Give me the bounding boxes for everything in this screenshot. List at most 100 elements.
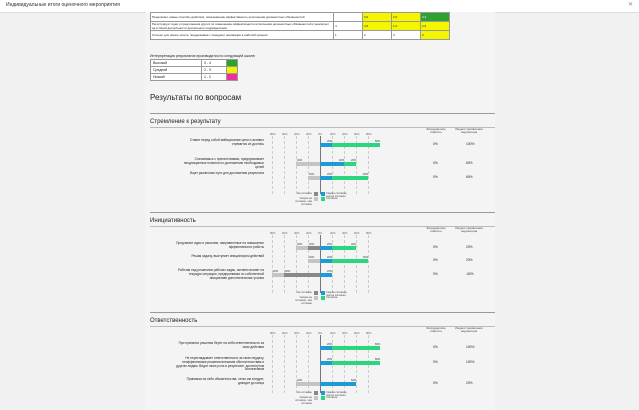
- legend-swatch-green: [321, 296, 325, 300]
- bar-label: 20%: [327, 256, 333, 259]
- bar-blue: [320, 346, 332, 350]
- axis-tick-label: 0%: [318, 231, 323, 235]
- legend-label: Скорее согласен, чем не согласен: [326, 191, 348, 198]
- section-underline: [150, 226, 495, 227]
- index-value: 100%: [466, 360, 475, 364]
- scale-color: [226, 66, 238, 74]
- bar-label: 40%: [297, 159, 303, 162]
- axis-tick-label: 60%: [282, 231, 288, 235]
- bar-green: [332, 346, 380, 350]
- grid-line: [284, 136, 285, 194]
- legend-label: Скорее согласен, чем не согласен: [326, 390, 348, 397]
- bar-blue: [320, 259, 332, 263]
- axis-tick-label: 20%: [330, 132, 336, 136]
- grid-line: [356, 235, 357, 293]
- grid-line: [272, 335, 273, 393]
- bar-label: 20%: [297, 243, 303, 246]
- bar-label: 80%: [375, 343, 381, 346]
- indicator-score: 3: [391, 30, 421, 40]
- bar-green: [332, 361, 380, 365]
- bar-label: 40%: [351, 243, 357, 246]
- indicator-score: 1: [333, 30, 363, 40]
- col-header-difficulty: Затруднились ответить: [426, 226, 446, 234]
- legend-label: Согласен: [326, 295, 338, 299]
- axis-tick-label: 40%: [294, 331, 300, 335]
- difficulty-value: 0%: [433, 381, 438, 385]
- axis-tick-label: 40%: [342, 331, 348, 335]
- bar-label: 40%: [297, 379, 303, 382]
- grid-line: [344, 235, 345, 293]
- legend-swatch-gray: [314, 192, 318, 196]
- axis-tick-label: 20%: [330, 331, 336, 335]
- index-value: 100%: [466, 142, 475, 146]
- grid-line: [296, 335, 297, 393]
- grid-line: [272, 136, 273, 194]
- indicator-text: Отошел для своего опыта, поддерживает / …: [150, 30, 334, 40]
- close-icon[interactable]: ✕: [628, 2, 634, 8]
- axis-tick-label: 60%: [282, 132, 288, 136]
- axis-tick-label: 20%: [306, 331, 312, 335]
- indicator-score: 4: [333, 21, 363, 31]
- scale-label: Низкий: [150, 73, 202, 81]
- indicator-score: 2: [362, 30, 392, 40]
- difficulty-value: 0%: [433, 345, 438, 349]
- legend-swatch-green: [321, 197, 325, 201]
- difficulty-value: 0%: [433, 245, 438, 249]
- bar-lightgray: [296, 246, 308, 250]
- legend-label: Согласен: [326, 395, 338, 399]
- indicator-text: Предлагает новые способы действия, повыш…: [150, 12, 334, 22]
- grid-line: [356, 136, 357, 194]
- legend-swatch-lightgray: [314, 396, 318, 400]
- section-underline: [150, 127, 495, 128]
- axis-tick-label: 80%: [366, 132, 372, 136]
- bar-label: 80%: [375, 140, 381, 143]
- legend-swatch-blue: [321, 192, 325, 196]
- scale-range: 2 - 3: [201, 66, 227, 74]
- bar-label: 60%: [351, 379, 357, 382]
- scale-color: [226, 59, 238, 67]
- scale-label: Высокий: [150, 59, 202, 67]
- axis-tick-label: 60%: [354, 331, 360, 335]
- bar-label: 20%: [327, 173, 333, 176]
- index-value: 20%: [466, 245, 473, 249]
- scale-caption: Интерпретация результатов производится п…: [150, 54, 256, 58]
- bar-label: 60%: [285, 270, 291, 273]
- bar-label: 40%: [339, 159, 345, 162]
- bar-blue: [320, 176, 332, 180]
- legend-label: Скорее не согласен, чем согласен: [295, 295, 312, 305]
- bar-label: 60%: [363, 173, 369, 176]
- bar-blue: [320, 361, 332, 365]
- index-value: 60%: [466, 175, 473, 179]
- bar-label: 20%: [327, 343, 333, 346]
- axis-tick-label: 40%: [294, 231, 300, 235]
- bar-label: 60%: [363, 256, 369, 259]
- bar-label: 80%: [375, 358, 381, 361]
- index-value: 20%: [466, 381, 473, 385]
- bar-blue: [320, 246, 332, 250]
- scale-range: 3 - 4: [201, 59, 227, 67]
- question-text: Не перекладывает ответственность за свою…: [176, 356, 264, 372]
- axis-tick-label: 60%: [354, 231, 360, 235]
- indicator-score: 2,5: [420, 21, 450, 31]
- difficulty-value: 0%: [433, 360, 438, 364]
- legend-swatch-lightgray: [314, 197, 318, 201]
- legend-swatch-blue: [321, 291, 325, 295]
- indicator-score: [333, 12, 363, 22]
- bar-blue: [320, 382, 356, 386]
- question-text: Ставит перед собой амбициозные цели и ак…: [189, 138, 264, 146]
- indicator-score: 3,2: [420, 12, 450, 22]
- axis-tick-label: 20%: [306, 231, 312, 235]
- bar-label: 20%: [327, 358, 333, 361]
- bar-lightgray: [296, 162, 320, 166]
- bar-label: 20%: [273, 270, 279, 273]
- col-header-index: Индекс проявления индикатора: [455, 127, 483, 135]
- grid-line: [308, 235, 309, 293]
- axis-tick-label: 40%: [342, 231, 348, 235]
- question-text: Принимая на себя обязательства, четко им…: [186, 377, 264, 385]
- bar-green: [344, 162, 356, 166]
- bar-green: [332, 259, 368, 263]
- bar-blue: [320, 162, 344, 166]
- bar-blue: [320, 143, 332, 147]
- question-text: Ищет различные пути для достижения резул…: [189, 171, 264, 175]
- indicator-table: Предлагает новые способы действия, повыш…: [150, 12, 450, 40]
